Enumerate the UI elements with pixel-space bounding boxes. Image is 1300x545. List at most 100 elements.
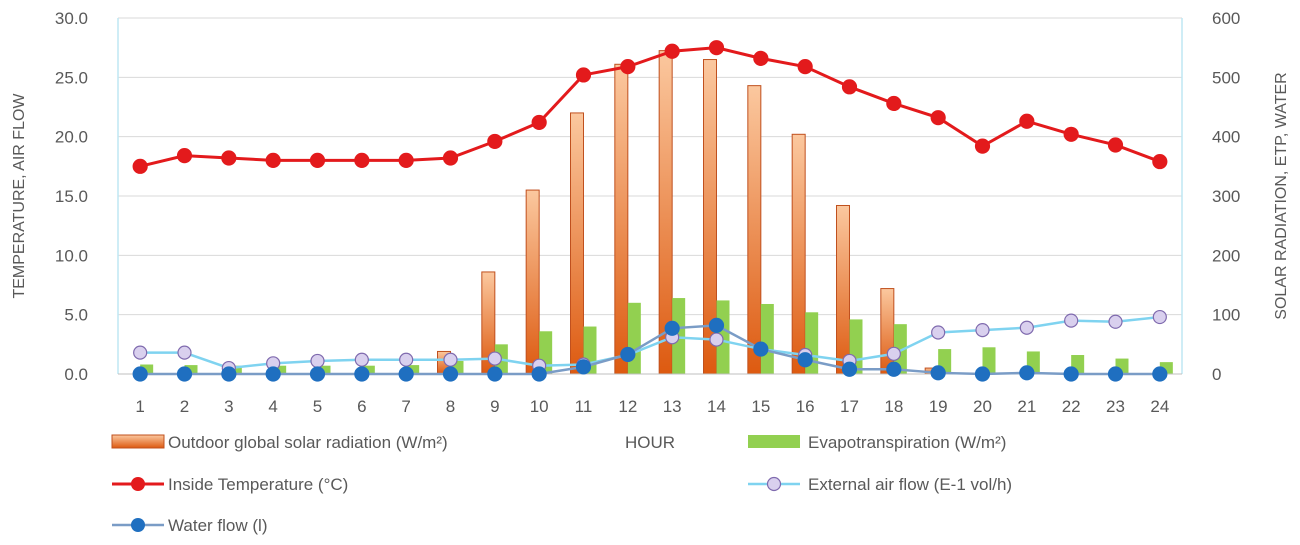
evapotranspiration-bar [273,365,287,374]
evapotranspiration-bar [760,303,774,374]
x-tick-label: 17 [840,397,859,416]
inside-temperature-point [708,40,725,56]
external-air-flow-point [975,322,990,338]
solar-radiation-bar [570,112,584,375]
solar-radiation-bar [836,204,850,375]
x-tick-label: 3 [224,397,233,416]
water-flow-point [620,346,636,363]
x-tick-label: 15 [751,397,770,416]
external-air-flow-point [399,352,414,367]
legend: Outdoor global solar radiation (W/m²) HOU… [111,433,1012,535]
solar-radiation-bar [791,133,806,375]
x-tick-label: 1 [135,397,144,416]
inside-temperature-point [1152,153,1168,170]
external-air-flow-point [177,345,192,360]
x-tick-label: 23 [1106,397,1125,416]
x-tick-label: 8 [446,397,455,416]
water-flow-point [1152,366,1168,382]
x-tick-label: 6 [357,397,366,416]
inside-temperature-point [176,148,193,164]
x-tick-label: 19 [929,397,948,416]
x-tick-label: 22 [1062,397,1081,416]
external-air-flow-point [1064,313,1079,328]
water-flow-point [487,366,503,382]
inside-temperature-point [398,152,414,168]
x-tick-label: 13 [663,397,682,416]
gridlines [118,17,1182,375]
evapotranspiration-bar [140,364,154,374]
evapotranspiration-bar [627,302,641,374]
bars [140,50,1173,375]
y-right-tick-label: 500 [1212,68,1240,87]
water-flow-point [708,317,725,333]
inside-temperature-point [487,133,503,150]
y-right-tick-label: 600 [1212,9,1240,28]
water-flow-point [1063,366,1079,382]
inside-temperature-point [886,95,902,112]
water-flow-point [797,352,813,368]
water-flow-point [664,320,680,336]
y-left-tick-label: 20.0 [55,128,88,147]
inside-temperature-point [132,158,148,174]
y-axis-left-title: TEMPERATURE, AIR FLOW [11,93,28,299]
x-tick-label: 4 [268,397,277,416]
evapotranspiration-bar [893,324,907,374]
water-flow-line [140,324,1160,376]
evapotranspiration-bar [1159,362,1173,374]
inside-temperature-point [354,152,370,168]
evapotranspiration-bar [317,365,331,374]
y-right-tick-label: 100 [1212,306,1240,325]
water-flow-point [930,365,946,381]
water-flow-point [974,366,991,382]
y-axis-right-title: SOLAR RADIATION, ETP, WATER [1273,72,1290,319]
legend-solar-label: Outdoor global solar radiation (W/m²) [168,433,448,452]
inside-temperature-point [1107,137,1124,153]
water-flow-point [221,366,237,382]
x-tick-label: 18 [884,397,903,416]
legend-air-marker [766,476,782,492]
water-flow-point [841,361,858,377]
legend-air-label: External air flow (E-1 vol/h) [808,475,1012,494]
legend-temp-label: Inside Temperature (°C) [168,475,348,494]
solar-radiation-bar [747,85,762,375]
external-air-flow-point [886,346,901,361]
x-tick-label: 14 [707,397,726,416]
inside-temperature-point [797,59,813,75]
legend-etp-swatch [748,435,800,448]
legend-etp-label: Evapotranspiration (W/m²) [808,433,1006,452]
x-tick-label: 12 [618,397,637,416]
inside-temperature-point [1019,113,1035,129]
inside-temperature-point [930,110,946,126]
x-tick-label: 21 [1017,397,1036,416]
legend-water-label: Water flow (l) [168,516,268,535]
external-air-flow-point [1019,320,1034,335]
external-air-flow-line [140,315,1160,370]
water-flow-point [1019,365,1035,381]
solar-radiation-bar [525,189,540,375]
water-flow-point [398,366,414,382]
x-tick-label: 24 [1150,397,1169,416]
x-tick-label: 10 [530,397,549,416]
water-flow-point [575,359,592,375]
y-right-tick-label: 0 [1212,365,1221,384]
x-tick-label: 20 [973,397,992,416]
solar-radiation-bar [880,288,895,375]
inside-temperature-point [1063,126,1079,142]
y-left-tick-label: 30.0 [55,9,88,28]
water-flow-point [354,366,370,382]
water-flow-point [176,366,193,382]
water-flow-point [442,366,459,382]
tick-labels: 0.0 0 5.0 100 10.0 200 15.0 300 20.0 400 25.0 500 30… [55,9,1240,416]
inside-temperature-point [974,138,991,154]
water-flow-point [753,341,769,357]
x-tick-label: 11 [575,397,593,416]
y-left-tick-label: 5.0 [64,306,88,325]
inside-temperature-point [620,59,636,75]
x-tick-label: 16 [796,397,815,416]
y-left-tick-label: 10.0 [55,246,88,265]
y-right-tick-label: 200 [1212,246,1240,265]
external-air-flow-point [310,353,325,369]
inside-temperature-point [575,67,592,83]
water-flow-point [309,366,326,382]
